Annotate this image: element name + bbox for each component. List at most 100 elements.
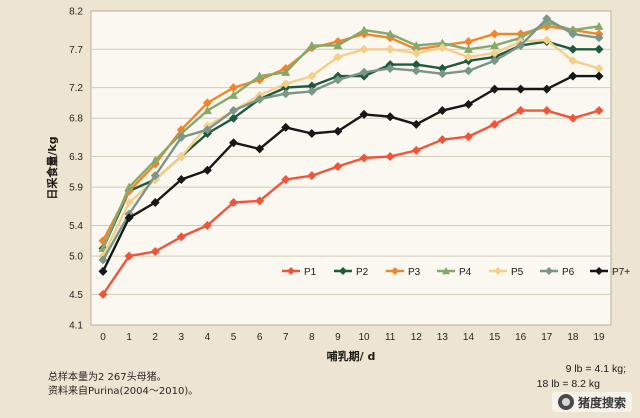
data-point-p5 xyxy=(542,35,552,45)
series-p1 xyxy=(98,106,604,299)
data-source-note: 资料来自Purina(2004～2010)。 xyxy=(48,386,199,397)
data-point-p1 xyxy=(385,152,395,162)
data-point-p5 xyxy=(333,52,343,62)
data-point-p1 xyxy=(202,220,212,230)
x-tick-label: 10 xyxy=(358,332,370,343)
y-tick-label: 7.2 xyxy=(69,83,83,94)
data-point-p1 xyxy=(542,106,552,116)
data-point-p4 xyxy=(229,90,239,99)
legend-label: P2 xyxy=(356,267,369,278)
unit-conversion-note-2: 18 lb = 8.2 kg xyxy=(536,378,600,390)
data-point-p3 xyxy=(202,98,212,108)
x-tick-label: 13 xyxy=(437,332,449,343)
data-point-p6 xyxy=(150,171,160,181)
plot-area xyxy=(90,10,612,326)
legend-marker xyxy=(339,267,347,275)
series-line-p4 xyxy=(101,21,600,249)
series-line-p5 xyxy=(101,38,600,257)
legend-item-p4: P4 xyxy=(437,267,472,278)
data-point-p4 xyxy=(490,40,500,50)
data-point-p7-plus xyxy=(98,266,108,276)
data-point-p6 xyxy=(463,66,473,76)
y-tick-label: 7.7 xyxy=(69,45,83,56)
series-line-p1 xyxy=(102,109,600,296)
y-tick-label: 4.5 xyxy=(69,290,83,301)
data-point-p6 xyxy=(411,66,421,76)
data-point-p6 xyxy=(542,14,552,24)
data-point-p4 xyxy=(124,182,134,191)
data-point-p7-plus xyxy=(124,213,134,223)
legend-label: P6 xyxy=(562,267,575,278)
data-point-p7-plus xyxy=(385,112,395,122)
legend: P1 P2 P3 P4 P5 P6 P7+ xyxy=(282,267,630,278)
x-tick-label: 11 xyxy=(385,332,396,343)
legend-item-p6: P6 xyxy=(540,267,575,278)
data-point-p4 xyxy=(385,29,395,38)
data-point-p1 xyxy=(359,153,369,163)
y-axis-title: 日采食量/kg xyxy=(45,136,59,199)
data-point-p1 xyxy=(229,197,239,207)
x-tick-label: 3 xyxy=(179,332,185,343)
data-point-p5 xyxy=(307,71,317,81)
x-tick-label: 19 xyxy=(593,332,605,343)
data-point-p4 xyxy=(411,40,421,50)
x-tick-label: 1 xyxy=(126,332,132,343)
data-point-p7-plus xyxy=(307,129,317,139)
data-point-p6 xyxy=(255,94,265,104)
data-point-p1 xyxy=(490,119,500,129)
y-tick-label: 6.8 xyxy=(69,114,83,125)
data-point-p3 xyxy=(229,83,239,93)
legend-label: P1 xyxy=(304,267,317,278)
data-point-p6 xyxy=(385,63,395,73)
data-point-p1 xyxy=(516,106,526,116)
data-point-p4 xyxy=(594,21,604,30)
data-point-p1 xyxy=(281,174,291,184)
data-point-p4 xyxy=(463,44,473,53)
series-layer xyxy=(98,14,604,299)
x-tick-label: 16 xyxy=(515,332,527,343)
data-point-p2 xyxy=(568,44,578,54)
data-point-p4 xyxy=(333,40,343,50)
data-point-p3 xyxy=(490,29,500,39)
unit-conversion-note-1: 9 lb = 4.1 kg; xyxy=(565,363,626,375)
x-tick-label: 6 xyxy=(257,332,263,343)
data-point-p5 xyxy=(490,48,500,58)
data-point-p6 xyxy=(568,29,578,39)
x-tick-label: 8 xyxy=(309,332,315,343)
x-tick-label: 15 xyxy=(489,332,501,343)
x-tick-label: 18 xyxy=(567,332,579,343)
legend-item-p1: P1 xyxy=(282,267,317,278)
data-point-p7-plus xyxy=(176,174,186,184)
data-point-p6 xyxy=(437,69,447,79)
data-point-p4 xyxy=(307,40,317,50)
data-point-p6 xyxy=(98,255,108,265)
y-tick-label: 8.2 xyxy=(69,7,83,18)
x-tick-label: 2 xyxy=(152,332,158,343)
data-point-p7-plus xyxy=(229,138,239,148)
data-point-p7-plus xyxy=(255,144,265,154)
y-tick-label: 5.9 xyxy=(69,183,83,194)
data-point-p7-plus xyxy=(411,119,421,129)
x-tick-label: 5 xyxy=(231,332,237,343)
data-point-p3 xyxy=(463,37,473,47)
data-point-p6 xyxy=(202,125,212,135)
data-point-p7-plus xyxy=(437,106,447,116)
data-point-p6 xyxy=(307,86,317,96)
x-tick-label: 17 xyxy=(541,332,553,343)
series-p7-plus xyxy=(98,71,604,276)
x-tick-label: 7 xyxy=(283,332,289,343)
data-point-p1 xyxy=(333,161,343,171)
legend-marker xyxy=(442,267,450,275)
x-tick-label: 9 xyxy=(335,332,341,343)
paw-logo-icon xyxy=(557,394,574,410)
data-point-p1 xyxy=(307,171,317,181)
watermark: 猪度搜索 xyxy=(551,392,632,412)
data-point-p5 xyxy=(463,52,473,62)
data-point-p6 xyxy=(333,75,343,85)
x-tick-label: 14 xyxy=(463,332,475,343)
data-point-p1 xyxy=(98,289,108,299)
data-point-p6 xyxy=(359,67,369,77)
data-point-p4 xyxy=(281,67,291,76)
legend-item-p7-plus: P7+ xyxy=(590,267,630,278)
